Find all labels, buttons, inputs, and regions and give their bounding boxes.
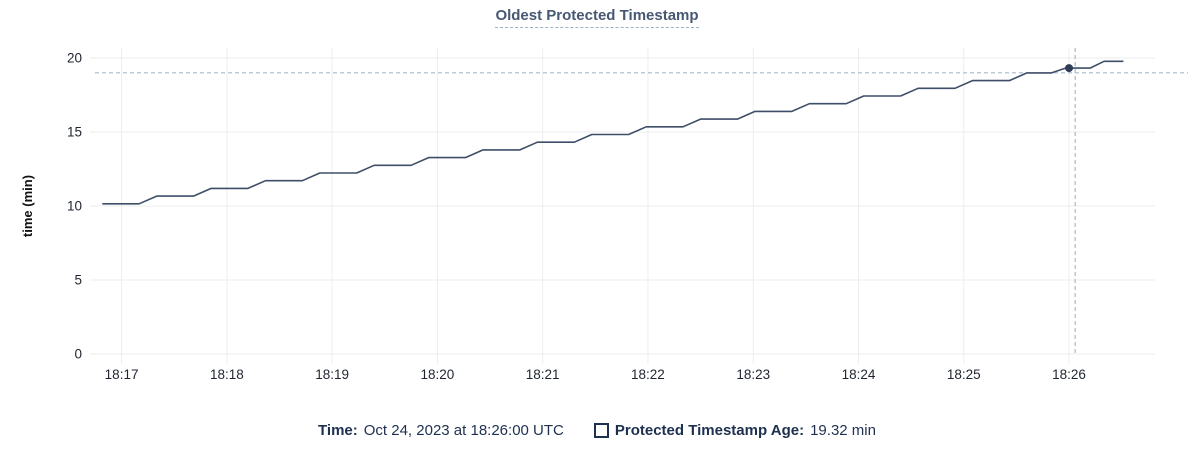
timeseries-chart[interactable]: 0 5 10 15 20 18:17 18:18 18:19 18:20 18:21 18:22 18… xyxy=(0,0,1194,402)
legend-time-label: Time: xyxy=(318,422,358,439)
x-tick-label: 18:23 xyxy=(736,367,770,382)
y-tick-label: 0 xyxy=(74,347,82,362)
x-tick-label: 18:26 xyxy=(1052,367,1086,382)
series-checkbox-icon[interactable] xyxy=(593,423,609,438)
y-tick-label: 5 xyxy=(74,273,82,288)
x-tick-label: 18:17 xyxy=(105,367,139,382)
legend-time-value: Oct 24, 2023 at 18:26:00 UTC xyxy=(363,422,564,439)
x-tick-label: 18:21 xyxy=(526,367,560,382)
y-tick-label: 20 xyxy=(67,51,82,66)
x-tick-label: 18:25 xyxy=(947,367,981,382)
x-tick-label: 18:20 xyxy=(420,367,454,382)
legend-series-value: 19.32 min xyxy=(810,422,876,439)
x-tick-label: 18:22 xyxy=(631,367,665,382)
x-tick-label: 18:18 xyxy=(210,367,244,382)
chart-title-row: Oldest Protected Timestamp xyxy=(0,7,1194,28)
x-tick-label: 18:19 xyxy=(315,367,349,382)
x-tick-label: 18:24 xyxy=(842,367,876,382)
hover-point-marker xyxy=(1065,64,1074,73)
legend-series-label: Protected Timestamp Age: xyxy=(614,422,805,439)
chart-title[interactable]: Oldest Protected Timestamp xyxy=(495,7,699,28)
legend-series-item[interactable]: Protected Timestamp Age: 19.32 min xyxy=(593,422,876,439)
series-line-protected-timestamp-age xyxy=(102,60,1124,205)
y-tick-label: 10 xyxy=(67,199,82,214)
y-axis-title: time (min) xyxy=(20,175,35,237)
hover-legend: Time: Oct 24, 2023 at 18:26:00 UTC Protec… xyxy=(0,422,1194,439)
legend-time: Time: Oct 24, 2023 at 18:26:00 UTC xyxy=(318,422,564,439)
y-tick-label: 15 xyxy=(67,125,82,140)
